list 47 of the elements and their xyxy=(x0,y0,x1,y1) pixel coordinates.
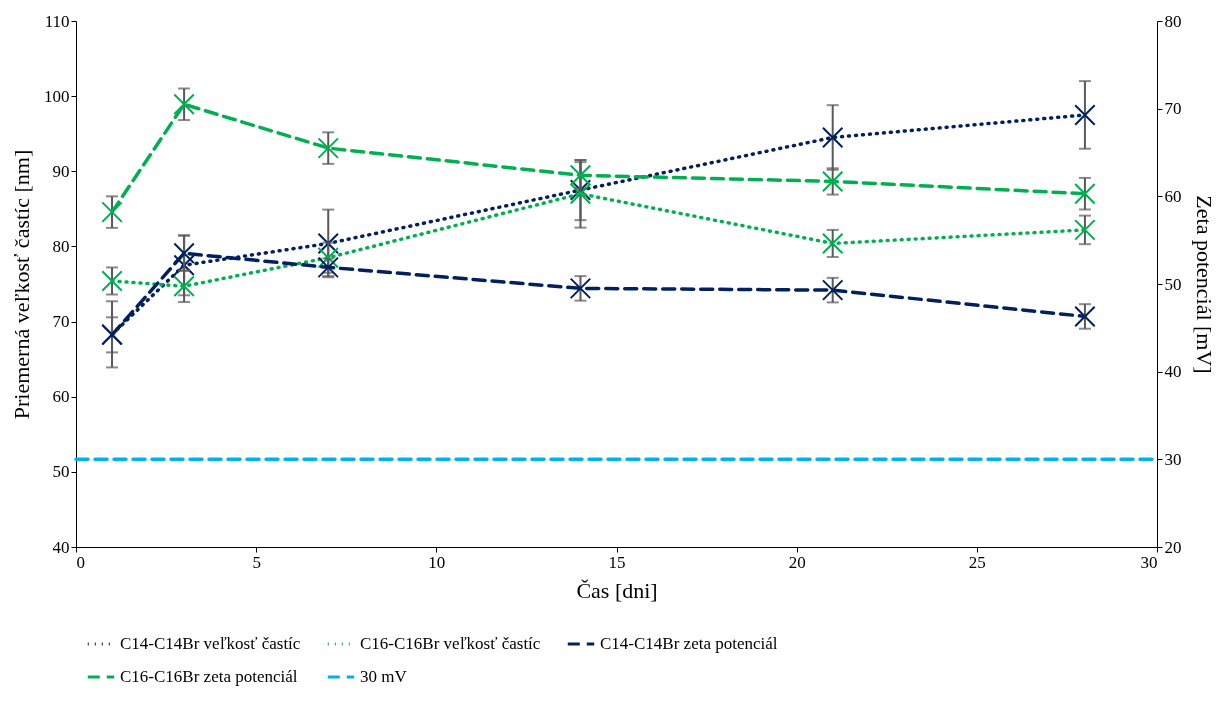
point xyxy=(1074,104,1096,126)
point xyxy=(1074,219,1096,241)
point xyxy=(101,270,123,292)
x-tick-label: 5 xyxy=(252,552,261,572)
point xyxy=(173,93,195,116)
y2-tick-label: 30 xyxy=(1164,449,1182,469)
y-tick-label: 80 xyxy=(52,236,70,256)
y2-tick-label: 50 xyxy=(1164,274,1182,294)
point xyxy=(821,126,844,149)
point xyxy=(821,232,844,255)
legend-label: C16-C16Br zeta potenciál xyxy=(120,667,298,686)
point xyxy=(821,279,844,301)
point xyxy=(1074,305,1096,328)
point xyxy=(317,232,339,255)
x-axis-title: Čas [dni] xyxy=(576,577,658,603)
x-tick-label: 25 xyxy=(968,552,986,572)
point xyxy=(173,242,195,265)
y2-axis-title: Zeta potenciál [mV] xyxy=(1191,195,1217,374)
point xyxy=(317,137,339,159)
x-tick-label: 30 xyxy=(1140,552,1158,572)
y-tick-label: 90 xyxy=(52,161,70,181)
legend-label: C16-C16Br veľkosť častíc xyxy=(360,634,541,653)
y2-tick-label: 40 xyxy=(1164,362,1182,382)
y-tick-label: 70 xyxy=(52,312,70,332)
y2-tick-label: 20 xyxy=(1164,537,1182,557)
y-tick-label: 60 xyxy=(52,387,70,407)
y2-tick-label: 60 xyxy=(1164,186,1182,206)
legend-label: C14-C14Br veľkosť častíc xyxy=(120,634,301,653)
y2-tick-label: 70 xyxy=(1164,99,1182,119)
point xyxy=(1074,182,1096,205)
x-tick-label: 20 xyxy=(788,552,806,572)
point xyxy=(173,254,195,276)
y-tick-label: 110 xyxy=(44,11,70,31)
x-tick-label: 15 xyxy=(608,552,626,572)
y-tick-label: 50 xyxy=(52,462,70,482)
legend-label: C14-C14Br zeta potenciál xyxy=(600,634,778,653)
y-tick-label: 100 xyxy=(44,86,70,106)
point xyxy=(569,277,592,300)
y-axis-title: Priemerná veľkosť častíc [nm] xyxy=(9,149,34,420)
x-tick-label: 0 xyxy=(76,552,85,572)
legend-label: 30 mV xyxy=(360,667,408,686)
y-tick-label: 40 xyxy=(52,537,70,557)
y2-tick-label: 80 xyxy=(1164,11,1182,31)
point xyxy=(101,201,123,223)
point xyxy=(317,246,339,269)
point xyxy=(173,275,195,297)
x-tick-label: 10 xyxy=(428,552,446,572)
